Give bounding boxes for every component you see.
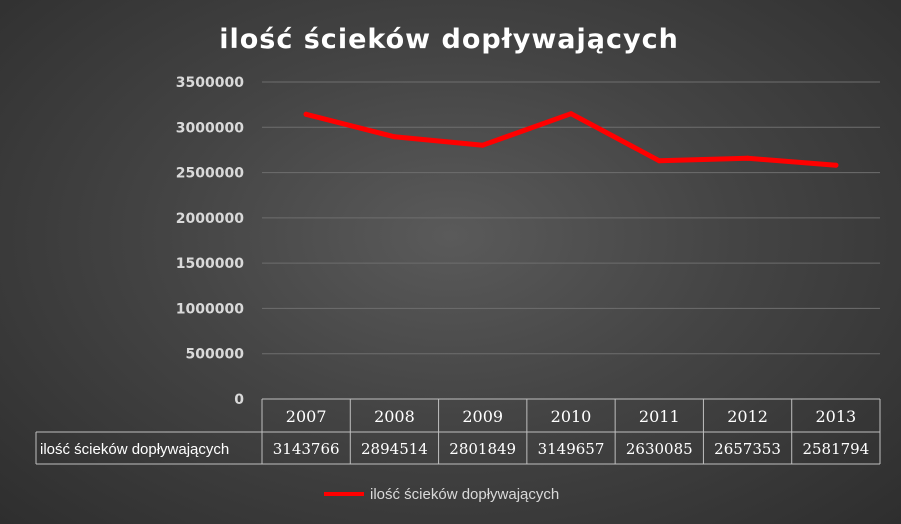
data-point [745, 155, 751, 161]
x-category-label: 2009 [462, 407, 503, 426]
x-category-label: 2008 [374, 407, 415, 426]
legend-label: ilość ścieków dopływających [370, 486, 559, 503]
data-point [480, 142, 486, 148]
data-table: 2007 2008 2009 2010 2011 2012 2013 ilość ściekó… [35, 398, 881, 465]
data-point [656, 158, 662, 164]
y-tick-label: 500000 [186, 347, 245, 363]
data-point [303, 111, 309, 117]
x-category-label: 2012 [727, 407, 768, 426]
table-value-cell: 2657353 [714, 440, 781, 458]
x-category-label: 2007 [286, 407, 327, 426]
y-tick-label: 2000000 [176, 211, 244, 227]
table-value-cell: 2894514 [361, 440, 428, 458]
data-point [568, 111, 574, 117]
legend: ilość ścieków dopływających [324, 486, 559, 503]
table-value-cell: 2801849 [449, 440, 516, 458]
chart-title: ilość ścieków dopływających [219, 24, 679, 55]
table-value-cell: 3143766 [273, 440, 340, 458]
y-tick-label: 2500000 [176, 166, 244, 182]
series-layer [303, 111, 839, 168]
series-line [303, 111, 839, 168]
x-category-label: 2010 [551, 407, 592, 426]
data-point [833, 162, 839, 168]
y-tick-label: 1500000 [176, 256, 244, 272]
y-axis-ticks: 0 500000 1000000 1500000 2000000 2500000 30000… [176, 75, 244, 408]
table-value-cell: 2630085 [626, 440, 693, 458]
x-category-label: 2013 [815, 407, 856, 426]
y-tick-label: 0 [234, 392, 244, 408]
data-point [391, 134, 397, 140]
y-tick-label: 3500000 [176, 75, 244, 91]
table-row-label: ilość ścieków dopływających [40, 441, 229, 458]
table-value-cell: 3149657 [538, 440, 605, 458]
y-tick-label: 3000000 [176, 120, 244, 136]
gridlines [262, 81, 880, 355]
y-tick-label: 1000000 [176, 301, 244, 317]
table-value-cell: 2581794 [802, 440, 869, 458]
x-category-label: 2011 [639, 407, 680, 426]
